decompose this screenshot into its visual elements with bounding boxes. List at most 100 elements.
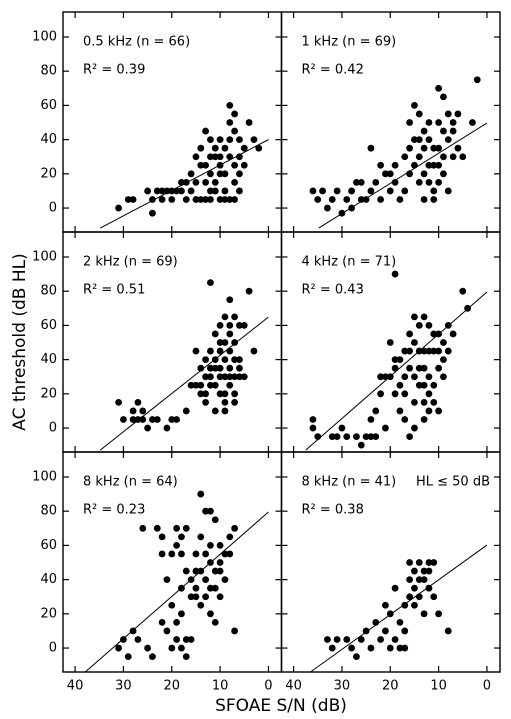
data-point: [216, 567, 224, 575]
data-point: [231, 356, 239, 364]
data-point: [226, 550, 234, 558]
data-point: [309, 424, 317, 432]
data-point: [367, 187, 375, 195]
y-tick-label: 100: [32, 469, 57, 484]
data-point: [435, 347, 443, 355]
data-point: [144, 187, 151, 195]
data-point: [216, 347, 224, 355]
data-point: [382, 627, 389, 635]
data-point: [250, 347, 258, 355]
x-tick-label: 0: [483, 679, 491, 694]
y-tick-label: 80: [40, 284, 57, 299]
data-point: [435, 144, 443, 152]
data-point: [207, 170, 214, 178]
data-point: [202, 507, 210, 515]
data-point: [391, 364, 399, 372]
data-point: [120, 636, 127, 643]
data-point: [430, 196, 438, 203]
data-point: [216, 322, 224, 329]
data-point: [158, 533, 166, 541]
r-squared: R² = 0.23: [83, 503, 145, 518]
data-point: [449, 119, 457, 126]
data-point: [197, 567, 205, 575]
data-point: [221, 356, 229, 364]
data-point: [367, 144, 375, 152]
data-point: [226, 364, 234, 372]
data-point: [182, 524, 190, 532]
data-point: [444, 110, 452, 118]
data-point: [338, 424, 346, 432]
data-point: [430, 330, 438, 338]
data-point: [236, 136, 243, 144]
y-tick-label: 40: [40, 352, 57, 367]
data-point: [444, 136, 452, 144]
data-point: [391, 178, 399, 186]
data-point: [211, 407, 219, 415]
data-point: [415, 576, 423, 584]
data-point: [406, 559, 414, 566]
data-point: [163, 576, 171, 584]
data-point: [221, 144, 229, 152]
data-point: [420, 170, 428, 178]
data-point: [415, 559, 423, 566]
data-point: [211, 178, 219, 186]
panel-title: 4 kHz (n = 71): [302, 255, 397, 270]
data-point: [134, 398, 142, 406]
data-point: [231, 161, 239, 169]
data-point: [435, 364, 443, 372]
data-point: [211, 144, 219, 152]
data-point: [420, 144, 428, 152]
data-point: [192, 550, 200, 558]
data-point: [202, 196, 210, 203]
data-point: [425, 407, 433, 415]
data-point: [411, 136, 418, 144]
data-point: [153, 416, 161, 423]
y-tick-label: 100: [32, 249, 57, 264]
data-point: [129, 627, 137, 635]
data-point: [348, 187, 355, 195]
data-point: [231, 390, 239, 398]
data-point: [207, 381, 214, 389]
data-point: [411, 373, 418, 381]
data-point: [314, 433, 322, 441]
data-point: [163, 187, 171, 195]
data-point: [207, 373, 214, 381]
x-tick-label: 0: [264, 679, 272, 694]
data-point: [459, 287, 467, 295]
data-point: [216, 373, 224, 381]
data-point: [168, 550, 176, 558]
y-tick-label: 60: [40, 538, 57, 553]
data-point: [386, 187, 394, 195]
data-point: [149, 653, 156, 661]
data-point: [377, 636, 384, 643]
data-point: [115, 644, 122, 652]
data-point: [343, 196, 351, 203]
data-point: [357, 636, 365, 643]
data-point: [425, 347, 433, 355]
data-point: [415, 153, 423, 161]
data-point: [236, 364, 243, 372]
data-point: [391, 584, 399, 592]
data-point: [226, 322, 234, 329]
x-tick-label: 20: [163, 679, 180, 694]
data-point: [178, 178, 185, 186]
data-point: [173, 542, 181, 549]
data-point: [343, 636, 351, 643]
r-squared: R² = 0.51: [83, 283, 145, 298]
data-point: [168, 196, 176, 203]
data-point: [411, 161, 418, 169]
data-point: [231, 178, 239, 186]
data-point: [430, 144, 438, 152]
data-point: [202, 356, 210, 364]
data-point: [120, 416, 127, 423]
data-point: [226, 119, 234, 126]
data-point: [202, 550, 210, 558]
data-point: [362, 196, 370, 203]
data-point: [401, 601, 409, 609]
data-point: [449, 153, 457, 161]
data-point: [435, 407, 443, 415]
data-point: [473, 76, 481, 84]
data-point: [178, 610, 185, 618]
data-point: [226, 347, 234, 355]
data-point: [153, 524, 161, 532]
